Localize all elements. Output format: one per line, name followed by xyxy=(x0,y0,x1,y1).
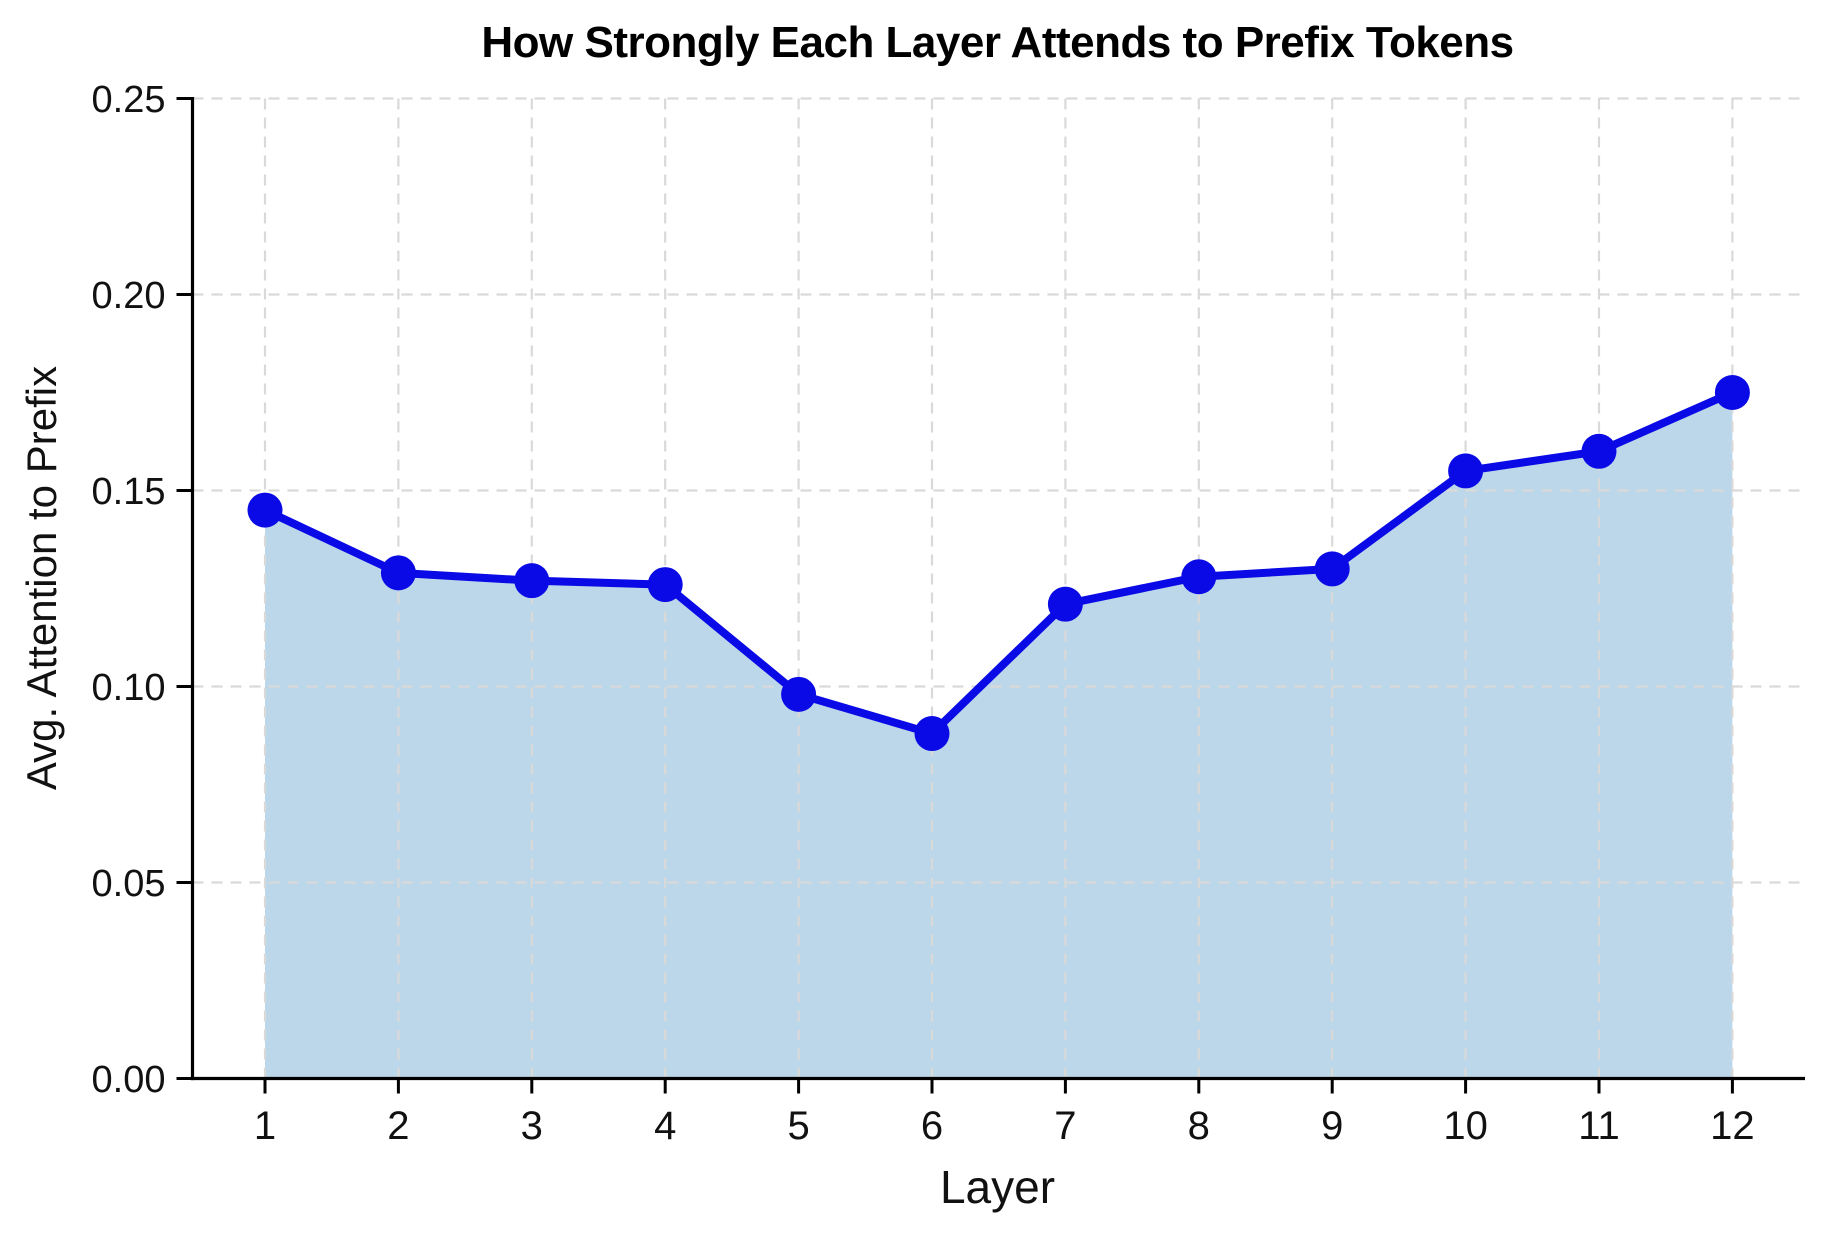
x-tick-label: 11 xyxy=(1578,1104,1620,1148)
x-tick-label: 1 xyxy=(254,1104,276,1148)
y-tick-label: 0.00 xyxy=(92,1059,166,1101)
x-tick-label: 12 xyxy=(1710,1104,1755,1148)
x-tick-label: 7 xyxy=(1054,1104,1076,1148)
data-point-5 xyxy=(781,676,817,712)
data-point-7 xyxy=(1047,586,1083,622)
data-point-9 xyxy=(1314,551,1350,587)
x-tick-label: 3 xyxy=(521,1104,543,1148)
chart-title: How Strongly Each Layer Attends to Prefi… xyxy=(481,18,1514,67)
x-tick-label: 8 xyxy=(1188,1104,1210,1148)
data-point-3 xyxy=(514,563,550,599)
x-tick-label: 2 xyxy=(387,1104,409,1148)
data-point-1 xyxy=(247,492,283,528)
x-tick-label: 10 xyxy=(1443,1104,1488,1148)
y-tick-label: 0.25 xyxy=(92,79,166,121)
y-tick-label: 0.20 xyxy=(92,275,166,317)
data-point-6 xyxy=(914,716,950,752)
data-point-8 xyxy=(1181,559,1217,595)
data-point-2 xyxy=(380,555,416,591)
x-tick-label: 4 xyxy=(654,1104,676,1148)
y-tick-label: 0.10 xyxy=(92,667,166,709)
x-tick-label: 5 xyxy=(787,1104,809,1148)
area-fill xyxy=(265,392,1733,1079)
data-point-11 xyxy=(1581,433,1617,469)
x-tick-label: 6 xyxy=(921,1104,943,1148)
data-point-12 xyxy=(1714,375,1750,410)
data-point-4 xyxy=(647,567,683,603)
y-tick-label: 0.05 xyxy=(92,863,166,905)
data-point-10 xyxy=(1448,453,1484,489)
x-axis-label: Layer xyxy=(939,1161,1056,1213)
series-line xyxy=(261,388,1737,738)
x-tick-label: 9 xyxy=(1321,1104,1343,1148)
y-tick-label: 0.15 xyxy=(92,471,166,513)
